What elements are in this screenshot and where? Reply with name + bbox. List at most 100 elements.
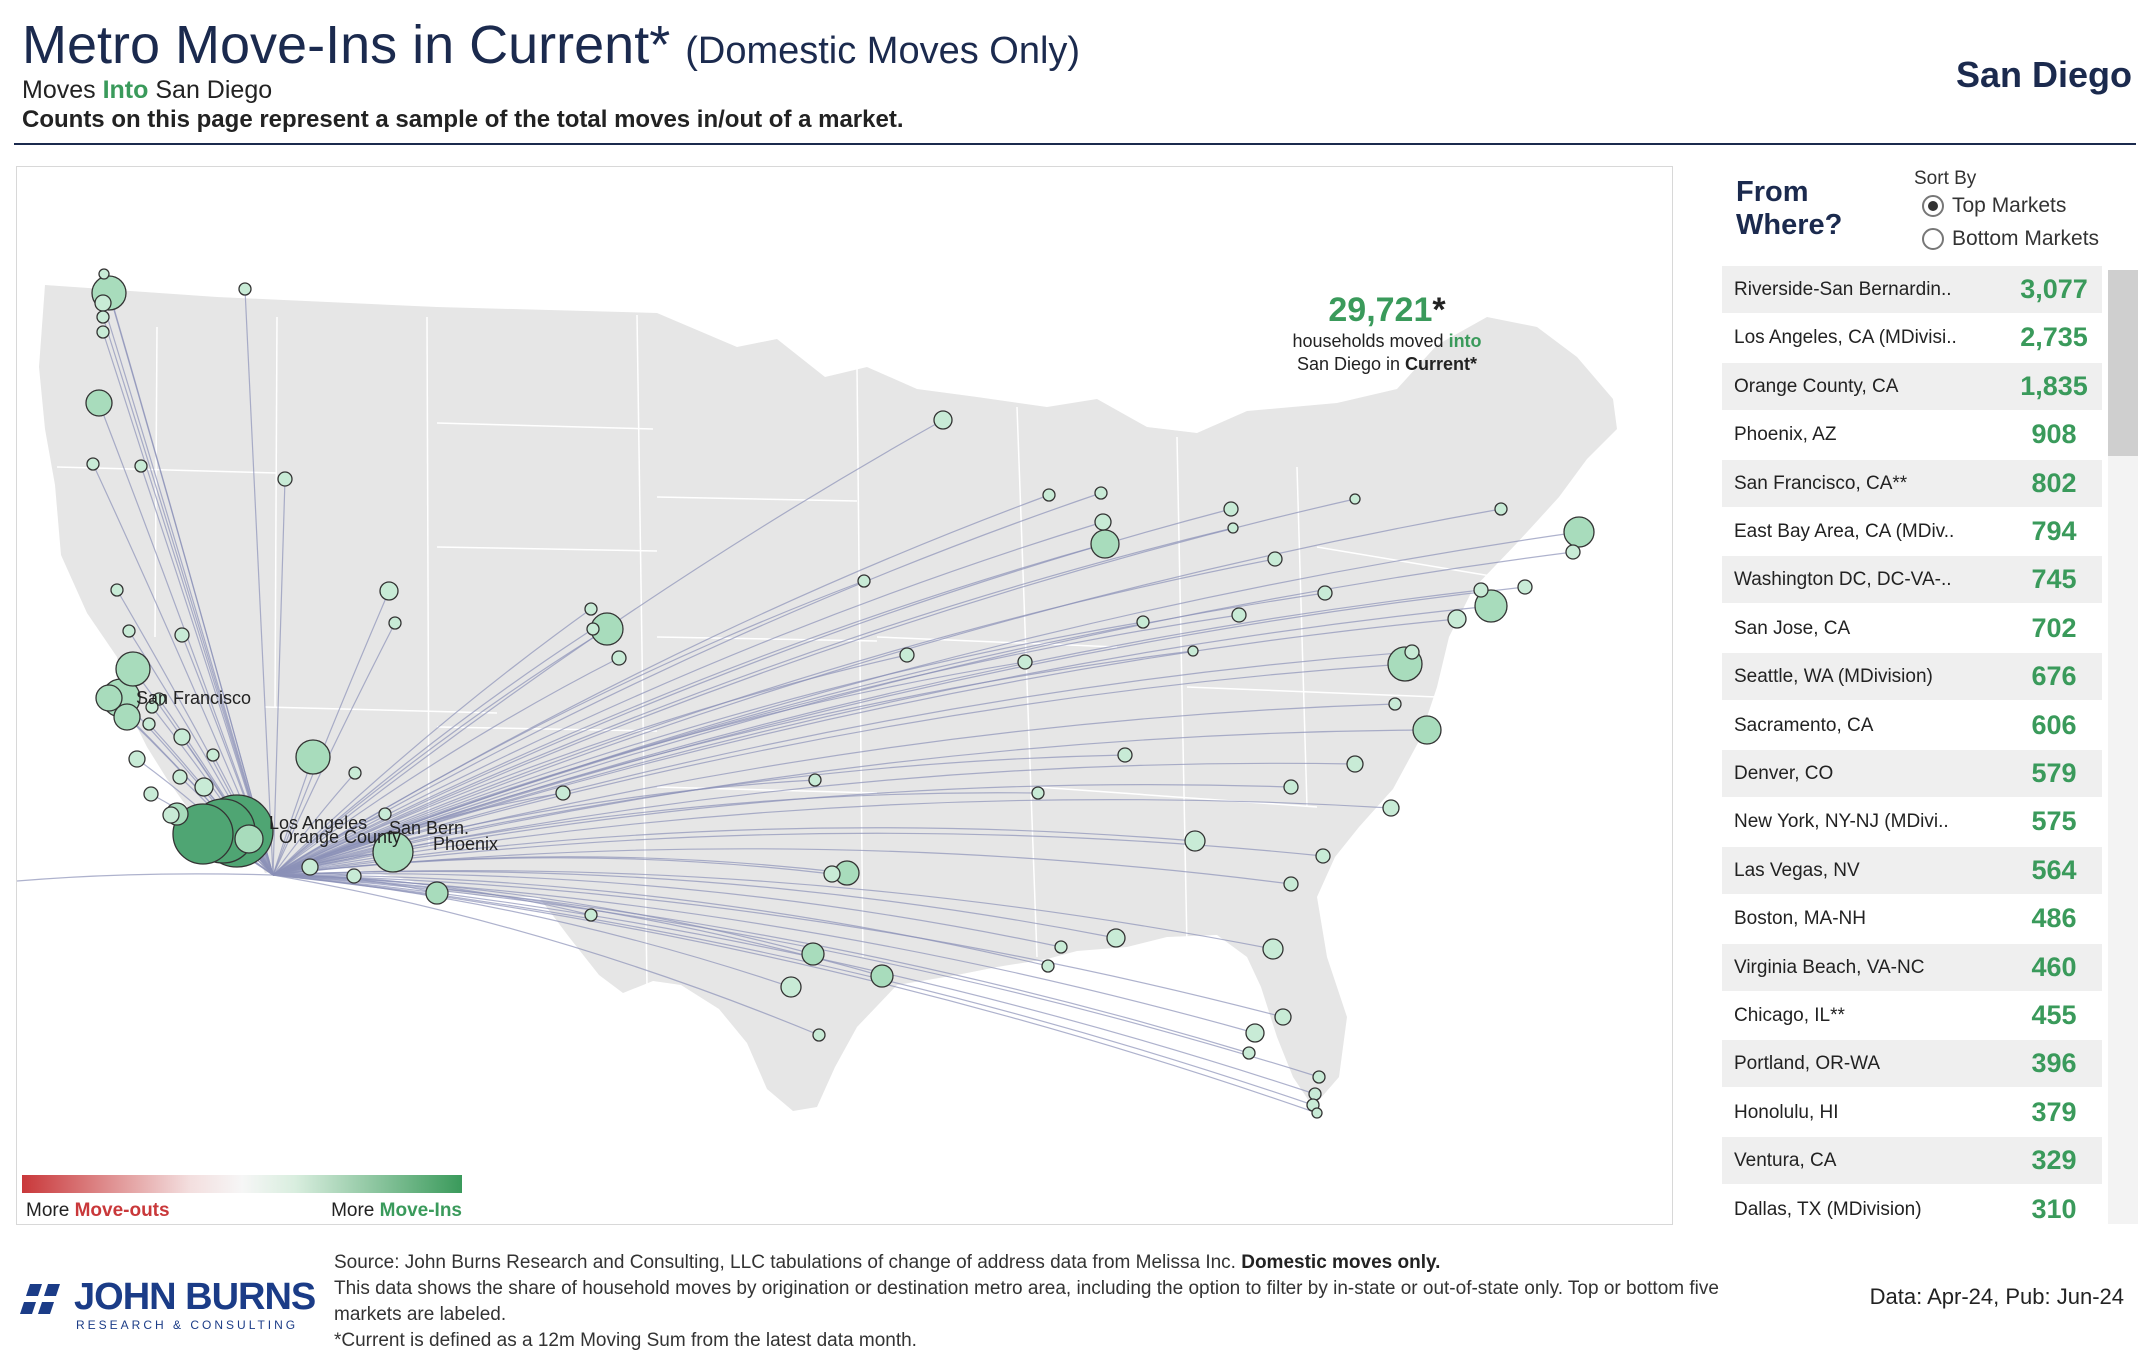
origin-bubble[interactable] [1315, 848, 1331, 864]
origin-bubble[interactable] [1563, 516, 1595, 548]
market-row[interactable]: Phoenix, AZ 908 [1722, 411, 2102, 458]
origin-bubble[interactable] [1106, 928, 1126, 948]
market-row[interactable]: Portland, OR-WA 396 [1722, 1040, 2102, 1088]
origin-bubble[interactable] [1031, 786, 1045, 800]
origin-bubble[interactable] [379, 581, 399, 601]
origin-bubble[interactable] [1245, 1023, 1265, 1043]
origin-bubble[interactable] [174, 627, 190, 643]
origin-bubble[interactable] [1274, 1008, 1292, 1026]
origin-bubble[interactable] [780, 976, 802, 998]
origin-bubble[interactable] [584, 602, 598, 616]
market-row[interactable]: Orange County, CA 1,835 [1722, 362, 2102, 410]
market-row[interactable]: East Bay Area, CA (MDiv.. 794 [1722, 508, 2102, 555]
origin-bubble[interactable] [1042, 488, 1056, 502]
origin-bubble[interactable] [1317, 585, 1333, 601]
origin-bubble[interactable] [134, 459, 148, 473]
origin-bubble[interactable] [86, 457, 100, 471]
radio-checked-icon[interactable] [1922, 195, 1944, 217]
origin-bubble[interactable] [1227, 522, 1239, 534]
origin-bubble[interactable] [611, 650, 627, 666]
origin-bubble[interactable] [1565, 544, 1581, 560]
origin-bubble[interactable] [1517, 579, 1533, 595]
market-rank-list[interactable]: Riverside-San Bernardin.. 3,077 Los Angele… [1722, 266, 2102, 1224]
origin-bubble[interactable] [1184, 830, 1206, 852]
origin-bubble[interactable] [142, 717, 156, 731]
origin-bubble[interactable] [1404, 644, 1420, 660]
sort-bottom-markets-option[interactable]: Bottom Markets [1922, 227, 2099, 251]
origin-bubble[interactable] [1311, 1107, 1323, 1119]
origin-bubble[interactable] [812, 1028, 826, 1042]
origin-bubble[interactable] [1308, 1087, 1322, 1101]
origin-bubble[interactable] [110, 583, 124, 597]
origin-bubble[interactable] [115, 651, 151, 687]
origin-bubble[interactable] [388, 616, 402, 630]
radio-unchecked-icon[interactable] [1922, 228, 1944, 250]
origin-bubble[interactable] [128, 750, 146, 768]
origin-bubble[interactable] [122, 624, 136, 638]
origin-bubble[interactable] [172, 769, 188, 785]
market-row[interactable]: San Jose, CA 702 [1722, 605, 2102, 652]
origin-bubble[interactable] [145, 700, 159, 714]
origin-bubble[interactable] [378, 807, 392, 821]
market-row[interactable]: Denver, CO 579 [1722, 750, 2102, 797]
origin-bubble[interactable] [238, 282, 252, 296]
origin-bubble[interactable] [113, 703, 141, 731]
origin-bubble[interactable] [95, 684, 123, 712]
origin-bubble[interactable] [586, 622, 600, 636]
market-row[interactable]: Dallas, TX (MDivision) 310 [1722, 1186, 2102, 1224]
origin-bubble[interactable] [1283, 876, 1299, 892]
origin-bubble[interactable] [857, 574, 871, 588]
origin-bubble[interactable] [372, 831, 414, 873]
origin-bubble[interactable] [301, 858, 319, 876]
origin-bubble[interactable] [346, 868, 362, 884]
origin-bubble[interactable] [823, 865, 841, 883]
origin-bubble[interactable] [808, 773, 822, 787]
origin-bubble[interactable] [295, 739, 331, 775]
origin-bubble[interactable] [1136, 615, 1150, 629]
origin-bubble[interactable] [1474, 589, 1508, 623]
origin-bubble[interactable] [1262, 938, 1284, 960]
market-row[interactable]: Riverside-San Bernardin.. 3,077 [1722, 266, 2102, 313]
origin-bubble[interactable] [1094, 513, 1112, 531]
origin-bubble[interactable] [1090, 529, 1120, 559]
origin-bubble[interactable] [206, 748, 220, 762]
origin-bubble[interactable] [277, 471, 293, 487]
sort-top-markets-option[interactable]: Top Markets [1922, 194, 2066, 218]
origin-bubble[interactable] [1094, 486, 1108, 500]
market-row[interactable]: Los Angeles, CA (MDivisi.. 2,735 [1722, 314, 2102, 361]
origin-bubble[interactable] [98, 268, 110, 280]
origin-bubble[interactable] [1349, 493, 1361, 505]
origin-bubble[interactable] [1041, 959, 1055, 973]
origin-bubble[interactable] [801, 942, 825, 966]
origin-bubble[interactable] [584, 908, 598, 922]
market-row[interactable]: New York, NY-NJ (MDivi.. 575 [1722, 798, 2102, 845]
origin-bubble[interactable] [96, 310, 110, 324]
market-row[interactable]: Sacramento, CA 606 [1722, 702, 2102, 749]
origin-bubble[interactable] [172, 803, 234, 865]
origin-bubble[interactable] [1054, 940, 1068, 954]
origin-bubble[interactable] [1346, 755, 1364, 773]
origin-bubble[interactable] [1117, 747, 1133, 763]
origin-bubble[interactable] [1473, 582, 1489, 598]
origin-bubble[interactable] [870, 964, 894, 988]
origin-bubble[interactable] [1283, 779, 1299, 795]
market-row[interactable]: Las Vegas, NV 564 [1722, 846, 2102, 894]
market-row[interactable]: Boston, MA-NH 486 [1722, 895, 2102, 942]
market-row[interactable]: Virginia Beach, VA-NC 460 [1722, 943, 2102, 991]
origin-bubble[interactable] [1187, 645, 1199, 657]
origin-bubble[interactable] [933, 410, 953, 430]
market-row[interactable]: Ventura, CA 329 [1722, 1137, 2102, 1185]
market-row[interactable]: San Francisco, CA** 802 [1722, 459, 2102, 507]
origin-bubble[interactable] [94, 294, 112, 312]
origin-bubble[interactable] [1312, 1070, 1326, 1084]
origin-bubble[interactable] [194, 777, 214, 797]
origin-bubble[interactable] [1267, 551, 1283, 567]
scrollbar-thumb[interactable] [2108, 270, 2138, 456]
origin-bubble[interactable] [1412, 715, 1442, 745]
origin-bubble[interactable] [85, 389, 113, 417]
origin-bubble[interactable] [234, 824, 264, 854]
market-row[interactable]: Washington DC, DC-VA-.. 745 [1722, 556, 2102, 604]
origin-bubble[interactable] [1242, 1046, 1256, 1060]
origin-bubble[interactable] [1382, 799, 1400, 817]
origin-bubble[interactable] [173, 728, 191, 746]
